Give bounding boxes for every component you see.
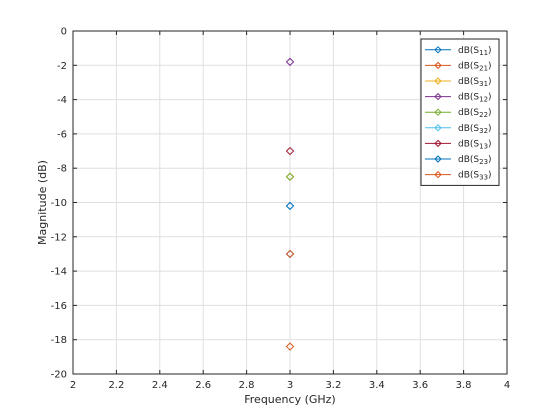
- legend-entry-label: dB(S22): [458, 108, 492, 119]
- legend-label-base: dB(S: [458, 171, 479, 181]
- x-tick-label: 3.8: [456, 380, 472, 391]
- x-tick-label: 3.4: [369, 380, 385, 391]
- legend-entry-label: dB(S31): [458, 77, 492, 88]
- legend-label-base: dB(S: [458, 61, 479, 71]
- legend-marker-21: [434, 61, 442, 70]
- x-tick-label: 2: [70, 380, 76, 391]
- legend-label-close: ): [488, 61, 492, 71]
- legend-label-subscript: 31: [479, 80, 488, 88]
- legend-entry-label: dB(S21): [458, 61, 492, 72]
- y-tick-label: -14: [51, 267, 67, 278]
- legend-entry-label: dB(S23): [458, 155, 492, 166]
- x-axis-label: Frequency (GHz): [244, 393, 335, 406]
- legend-label-close: ): [488, 77, 492, 87]
- legend-marker-11: [434, 46, 442, 54]
- y-tick-label: -8: [57, 164, 67, 175]
- legend-label-close: ): [488, 108, 492, 118]
- y-axis-ticks: 0 -2 -4 -6 -8 -10 -12 -14 -16 -18 -20: [51, 27, 507, 381]
- legend-label-subscript: 13: [479, 142, 488, 150]
- legend-label-base: dB(S: [458, 124, 479, 134]
- x-tick-label: 2.6: [195, 380, 211, 391]
- legend-label-base: dB(S: [458, 108, 479, 118]
- data-point-22: [285, 172, 295, 181]
- legend-label-close: ): [488, 139, 492, 149]
- legend-entry-label: dB(S13): [458, 139, 492, 150]
- y-tick-label: -10: [51, 198, 67, 209]
- legend-label-subscript: 12: [479, 96, 488, 104]
- data-point-23: [285, 201, 295, 211]
- y-tick-label: -20: [51, 370, 67, 381]
- legend-marker-32: [434, 124, 442, 132]
- y-axis-label: Magnitude (dB): [36, 160, 49, 245]
- legend-entry-label: dB(S33): [458, 171, 492, 182]
- legend-label-base: dB(S: [458, 46, 479, 56]
- legend-label-subscript: 23: [479, 158, 488, 166]
- x-tick-label: 3.6: [412, 380, 428, 391]
- legend-marker-33: [434, 170, 442, 179]
- y-tick-label: 0: [61, 27, 67, 38]
- legend-label-close: ): [488, 124, 492, 134]
- legend-label-close: ): [488, 171, 492, 181]
- legend-label-close: ): [488, 93, 492, 103]
- legend-entry-label: dB(S32): [458, 124, 492, 135]
- x-tick-label: 2.2: [108, 380, 124, 391]
- x-tick-label: 4: [504, 380, 510, 391]
- x-tick-label: 2.4: [152, 380, 168, 391]
- y-tick-label: -16: [51, 301, 67, 312]
- x-tick-label: 3: [287, 380, 293, 391]
- data-point-33: [285, 249, 295, 259]
- legend-label-subscript: 32: [479, 127, 488, 135]
- legend-label-base: dB(S: [458, 139, 479, 149]
- legend-marker-12: [434, 92, 442, 101]
- legend-label-subscript: 21: [479, 64, 488, 72]
- legend-label-base: dB(S: [458, 93, 479, 103]
- legend-marker-22: [434, 108, 442, 116]
- y-tick-label: -2: [57, 61, 67, 72]
- legend-label-base: dB(S: [458, 155, 479, 165]
- legend-label-base: dB(S: [458, 77, 479, 87]
- x-axis-ticks: 2 2.2 2.4 2.6 2.8 3 3.2 3.4 3.6 3.8 4: [70, 31, 510, 391]
- data-point-13: [285, 146, 295, 156]
- legend-label-subscript: 22: [479, 111, 488, 119]
- legend-label-subscript: 33: [479, 174, 488, 182]
- data-point-21: [285, 342, 295, 351]
- y-tick-label: -4: [57, 95, 67, 106]
- legend-marker-31: [434, 77, 442, 85]
- legend-entry-label: dB(S11): [458, 46, 492, 57]
- data-point-12: [285, 57, 295, 67]
- y-tick-label: -12: [51, 232, 67, 243]
- legend-label-close: ): [488, 155, 492, 165]
- legend: dB(S11)dB(S21)dB(S31)dB(S12)dB(S22)dB(S3…: [420, 38, 500, 186]
- legend-label-subscript: 11: [479, 49, 488, 57]
- data-points: [285, 57, 295, 351]
- y-tick-label: -18: [51, 335, 67, 346]
- legend-label-close: ): [488, 46, 492, 56]
- x-tick-label: 3.2: [325, 380, 341, 391]
- legend-entry-label: dB(S12): [458, 93, 492, 104]
- legend-marker-23: [434, 155, 442, 163]
- x-tick-label: 2.8: [239, 380, 255, 391]
- y-tick-label: -6: [57, 129, 67, 140]
- legend-marker-13: [434, 139, 442, 148]
